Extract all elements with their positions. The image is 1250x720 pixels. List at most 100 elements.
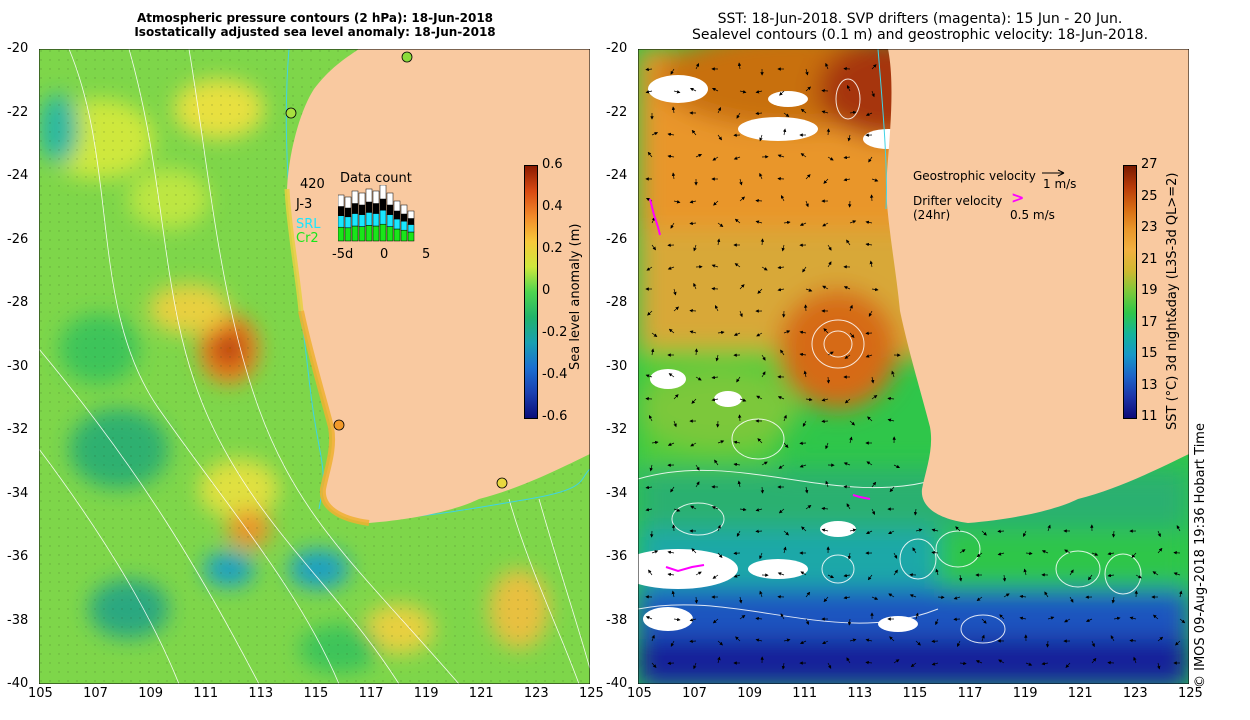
data-count-bar — [407, 218, 415, 225]
velocity-arrow — [871, 287, 879, 292]
geostrophic-velocity-key-arrow — [1042, 169, 1065, 177]
velocity-arrow — [777, 287, 785, 292]
velocity-arrow — [981, 530, 987, 536]
velocity-arrow — [760, 486, 765, 494]
cbL-tick: -0.6 — [542, 409, 568, 424]
velocity-arrow — [783, 442, 789, 449]
velocity-arrow — [761, 266, 768, 271]
velocity-arrow — [778, 508, 785, 514]
right-lon-tick: 105 — [627, 686, 652, 701]
velocity-arrow — [976, 596, 983, 602]
velocity-arrow — [805, 68, 809, 76]
velocity-arrow — [887, 396, 895, 401]
velocity-arrow — [670, 68, 675, 75]
velocity-arrow — [805, 288, 813, 292]
data-count-bar — [379, 223, 387, 242]
velocity-arrow — [651, 440, 659, 445]
velocity-arrow — [799, 330, 807, 335]
velocity-arrow — [739, 178, 743, 186]
velocity-arrow — [871, 481, 877, 488]
velocity-arrow — [937, 595, 945, 600]
velocity-arrow — [689, 308, 697, 313]
velocity-arrow — [912, 547, 917, 554]
tide-gauge-marker[interactable] — [401, 51, 413, 63]
velocity-arrow — [1107, 573, 1115, 578]
velocity-arrow — [826, 376, 831, 384]
velocity-arrow — [756, 332, 763, 337]
geostrophic-velocity-arrows — [645, 62, 1186, 670]
cbL-tick: 0.6 — [542, 157, 563, 172]
velocity-arrow — [1019, 594, 1027, 599]
velocity-arrow — [827, 574, 835, 579]
velocity-arrow — [865, 660, 873, 665]
right-lat-tick: -26 — [606, 231, 628, 247]
velocity-arrow — [799, 352, 807, 357]
right-lat-tick: -24 — [606, 168, 628, 183]
drifter-velocity-label: Drifter velocity — [913, 194, 1003, 208]
data-count-bar — [338, 226, 345, 242]
velocity-arrow — [975, 660, 983, 664]
velocity-arrow — [867, 416, 873, 422]
velocity-arrow — [935, 568, 939, 576]
right-lat-tick: -22 — [606, 104, 628, 120]
velocity-arrow — [645, 90, 653, 94]
velocity-arrow — [1110, 635, 1115, 642]
velocity-arrow — [673, 508, 681, 512]
data-count-bar — [358, 204, 366, 215]
data-count-bar — [344, 207, 352, 218]
velocity-arrow — [671, 524, 676, 532]
velocity-arrow — [734, 263, 741, 268]
velocity-arrow — [997, 529, 1005, 534]
data-count-bar — [351, 203, 359, 214]
velocity-arrow — [805, 174, 811, 180]
velocity-arrow — [871, 394, 878, 400]
velocity-arrow — [739, 284, 745, 290]
imos-credit: © IMOS 09-Aug-2018 19:36 Hobart Time — [1193, 423, 1208, 688]
velocity-arrow — [695, 376, 702, 381]
velocity-arrow — [734, 218, 741, 224]
sat-420: 420 — [300, 177, 325, 192]
velocity-arrow — [868, 310, 873, 317]
velocity-arrow — [1091, 657, 1097, 664]
velocity-arrow — [670, 486, 675, 493]
velocity-arrow — [739, 90, 747, 94]
velocity-arrow — [737, 480, 742, 488]
velocity-arrow — [931, 639, 939, 644]
right-lon-tick: 117 — [957, 686, 983, 701]
velocity-arrow — [957, 640, 961, 648]
velocity-arrow — [717, 656, 721, 664]
left-title-line2: Isostatically adjusted sea level anomaly… — [134, 25, 496, 39]
velocity-arrow — [821, 110, 829, 114]
velocity-arrow — [804, 486, 809, 494]
velocity-arrow — [739, 507, 747, 512]
velocity-arrow — [1087, 574, 1093, 581]
cbR-tick: 19 — [1141, 283, 1158, 298]
velocity-arrow — [844, 354, 851, 359]
velocity-arrow — [651, 550, 659, 554]
right-lon-tick: 125 — [1178, 686, 1203, 701]
tide-gauge-marker[interactable] — [333, 419, 345, 431]
velocity-arrow — [648, 569, 653, 576]
velocity-arrow — [1129, 616, 1137, 620]
tide-gauge-marker[interactable] — [496, 477, 508, 489]
right-lon-tick: 119 — [1012, 686, 1038, 701]
velocity-arrow — [827, 351, 834, 356]
velocity-arrow — [825, 480, 829, 488]
velocity-arrow — [738, 596, 743, 604]
velocity-arrow — [931, 662, 939, 666]
right-lat-tick: -34 — [606, 485, 628, 501]
velocity-arrow — [645, 507, 653, 512]
velocity-arrow — [711, 397, 719, 402]
right-lat-tick: -38 — [606, 612, 628, 628]
data-count-bar — [379, 198, 387, 211]
tide-gauge-marker[interactable] — [285, 107, 297, 119]
velocity-arrow — [667, 132, 675, 137]
velocity-arrow — [823, 596, 829, 603]
velocity-arrow — [694, 596, 699, 604]
velocity-arrow — [645, 374, 653, 378]
velocity-arrow — [1152, 571, 1159, 576]
cbR-tick: 21 — [1141, 251, 1158, 267]
velocity-arrow — [646, 266, 653, 271]
velocity-arrow — [671, 106, 676, 114]
left-lon-tick: 125 — [579, 686, 604, 701]
